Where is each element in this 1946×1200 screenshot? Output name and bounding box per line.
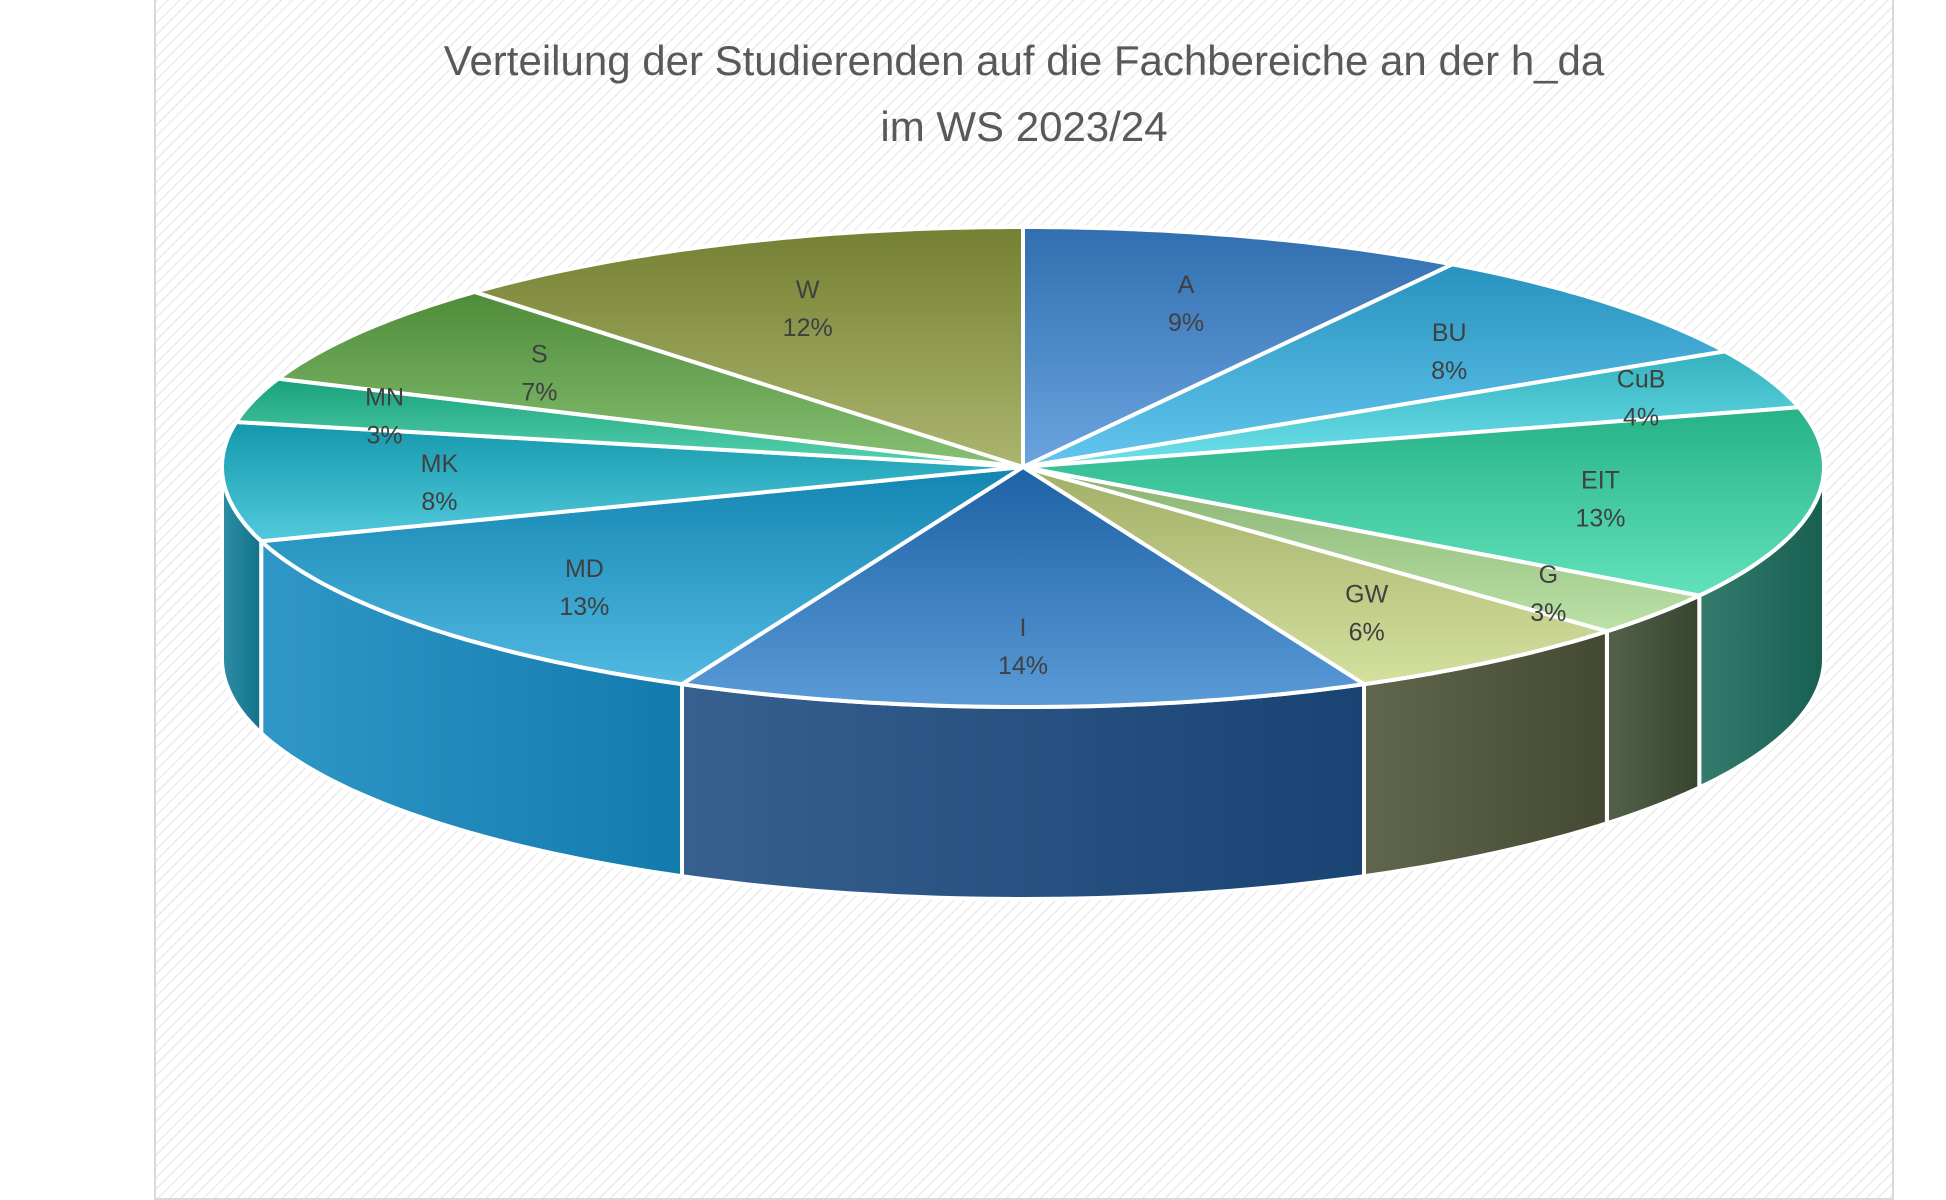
slice-value-i: 14% bbox=[998, 652, 1048, 680]
slice-value-s: 7% bbox=[521, 379, 557, 407]
slice-label-cub: CuB bbox=[1617, 366, 1666, 394]
pie-slice-a bbox=[1021, 225, 1455, 469]
slice-value-gw: 6% bbox=[1349, 619, 1385, 647]
chart-subtitle: im WS 2023/24 bbox=[880, 103, 1168, 150]
chart-area: Verteilung der Studierenden auf die Fach… bbox=[154, 0, 1894, 1200]
pie-sides bbox=[220, 465, 1826, 901]
pie-slice-md bbox=[259, 465, 1025, 687]
pie-slice-s bbox=[276, 290, 1025, 469]
pie-slice-i bbox=[680, 465, 1366, 709]
slice-value-mn: 3% bbox=[367, 421, 403, 449]
pie-labels: A 9% BU 8% CuB 4% EIT 13% G 3% GW 6% I 14% MD 13% MK 8% MN… bbox=[365, 271, 1665, 680]
slice-value-mk: 8% bbox=[421, 488, 457, 516]
slice-label-g: G bbox=[1539, 561, 1558, 589]
slice-value-bu: 8% bbox=[1431, 357, 1467, 385]
pie-slice-mk bbox=[220, 420, 1025, 544]
pie-side-i bbox=[680, 682, 1366, 901]
slice-label-gw: GW bbox=[1345, 581, 1388, 609]
slice-value-eit: 13% bbox=[1575, 504, 1625, 532]
slice-value-a: 9% bbox=[1168, 309, 1204, 337]
slice-label-i: I bbox=[1020, 614, 1027, 642]
pie-slice-bu bbox=[1021, 262, 1727, 469]
slice-label-eit: EIT bbox=[1581, 466, 1620, 494]
slice-value-w: 12% bbox=[783, 314, 833, 342]
pie-slice-g bbox=[1021, 465, 1702, 634]
pie-side-g bbox=[1604, 593, 1702, 826]
slice-label-mk: MK bbox=[421, 450, 459, 478]
chart-title: Verteilung der Studierenden auf die Fach… bbox=[443, 37, 1605, 84]
pie-slice-gw bbox=[1021, 465, 1609, 687]
slice-value-g: 3% bbox=[1530, 599, 1566, 627]
pie-slice-w bbox=[472, 225, 1025, 469]
pie-slices bbox=[220, 225, 1826, 709]
slice-label-a: A bbox=[1178, 271, 1195, 299]
slice-label-mn: MN bbox=[365, 383, 404, 411]
slice-label-md: MD bbox=[565, 555, 604, 583]
pie-chart: A 9% BU 8% CuB 4% EIT 13% G 3% GW 6% I 14% MD 13% MK 8% MN… bbox=[220, 225, 1826, 901]
slice-value-md: 13% bbox=[559, 593, 609, 621]
slice-label-bu: BU bbox=[1432, 319, 1467, 347]
slice-label-s: S bbox=[531, 341, 548, 369]
slice-value-cub: 4% bbox=[1623, 404, 1659, 432]
slice-label-w: W bbox=[796, 276, 820, 304]
pie-slice-eit bbox=[1021, 405, 1826, 598]
pie-slice-cub bbox=[1021, 349, 1801, 469]
